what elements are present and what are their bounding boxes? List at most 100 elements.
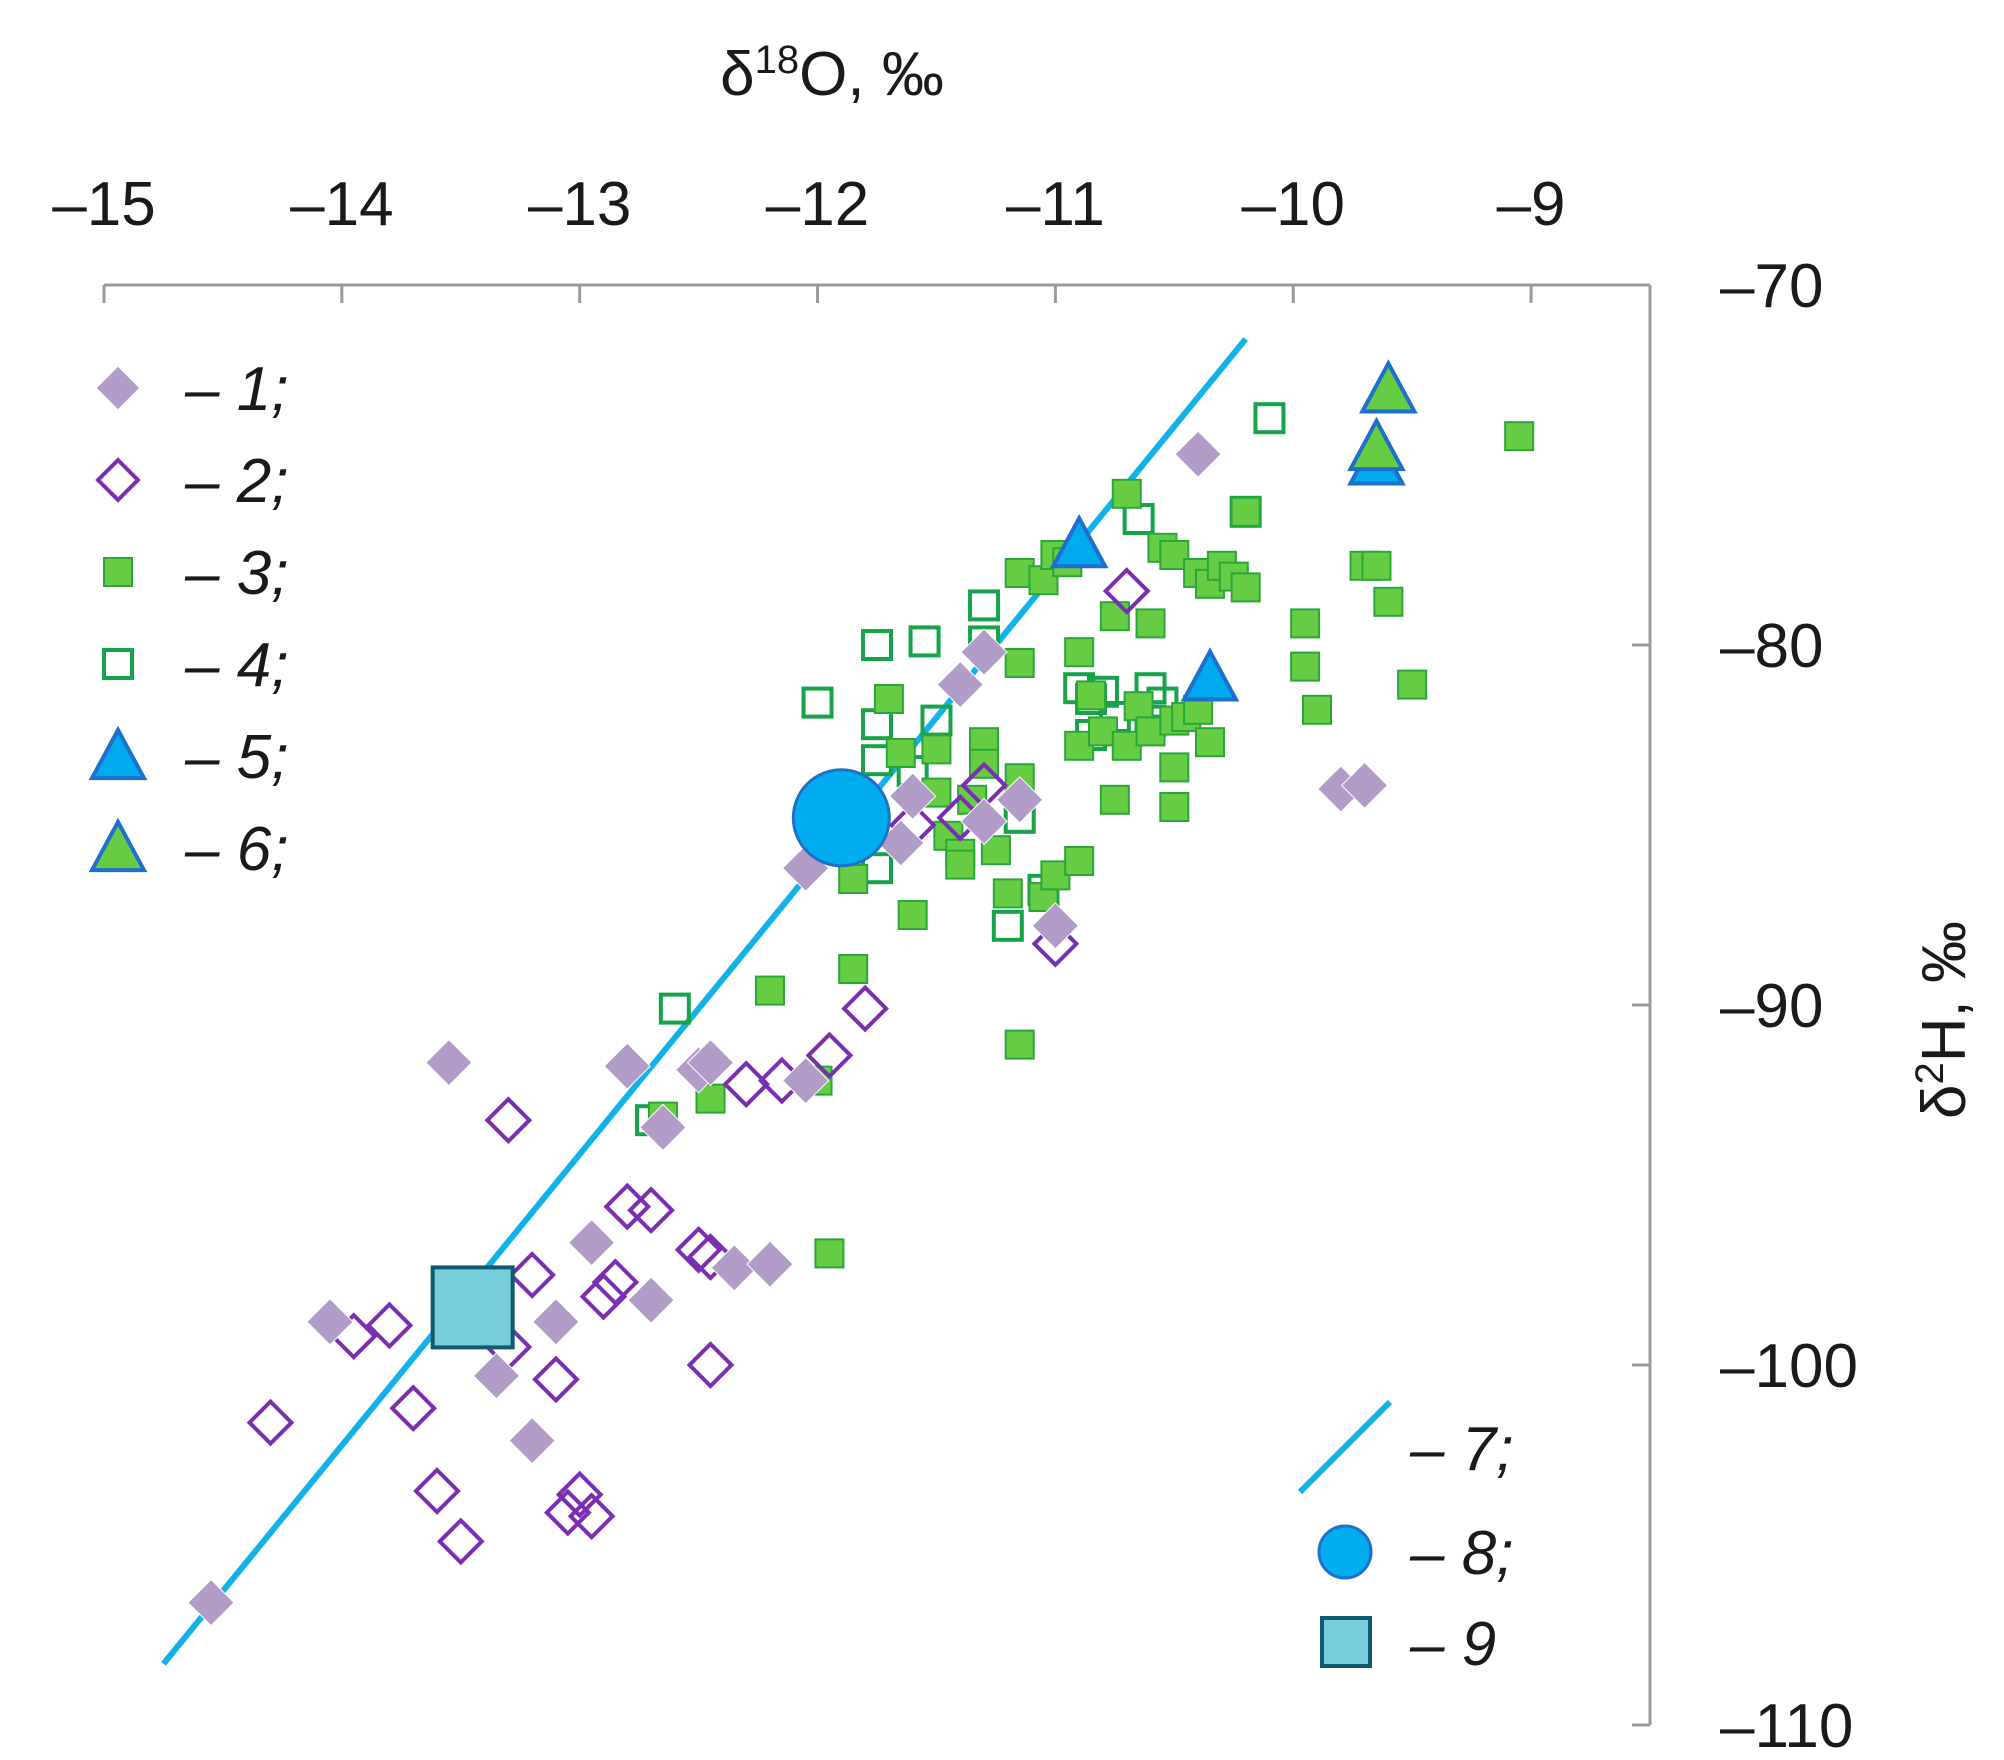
series-2-point: [365, 1301, 414, 1350]
series-4-point: [991, 909, 1024, 942]
series-3: [647, 421, 1535, 1269]
legend-marker-2: [95, 457, 141, 503]
y-tick-label: –70: [1720, 252, 1823, 321]
series-4-point: [908, 625, 941, 658]
x-tick-label: –15: [52, 170, 155, 239]
series-2-point: [567, 1492, 616, 1541]
legend-item-4: – 4;: [102, 631, 288, 700]
series-2-point: [686, 1341, 735, 1389]
series-2-point: [508, 1251, 556, 1299]
series-3-point: [873, 684, 904, 714]
x-tick-label: –11: [1006, 170, 1105, 239]
series-2-point: [413, 1467, 461, 1515]
series-1-point: [888, 772, 937, 820]
series-6-point: [1347, 416, 1406, 472]
series-3-point: [838, 864, 869, 894]
series-3-point: [1135, 608, 1166, 639]
series-4-point: [968, 589, 1001, 622]
series-2-point: [722, 1060, 771, 1109]
series-2-point: [579, 1272, 628, 1321]
series-3-point: [1123, 691, 1154, 722]
series-3-point: [1064, 846, 1095, 876]
series-5-point: [1180, 647, 1240, 702]
legend-item-6: – 6;: [88, 815, 288, 884]
series-3-point: [1004, 1029, 1035, 1060]
series-1-point: [686, 1038, 735, 1087]
series-3-point: [1302, 694, 1333, 725]
series-8-point: [791, 768, 891, 868]
series-2-point: [591, 1258, 640, 1307]
x-tick-label: –10: [1242, 170, 1345, 239]
series-3-point: [1230, 496, 1261, 527]
series-2-point: [555, 1470, 604, 1519]
series-3-point: [1004, 648, 1035, 678]
x-axis-title-sup: 18: [755, 38, 800, 82]
series-3-point: [1159, 752, 1190, 783]
series-1-point: [306, 1298, 354, 1346]
y-tick-label: –100: [1720, 1332, 1858, 1401]
legend-label-2: – 2;: [184, 447, 288, 516]
series-1-point: [639, 1103, 687, 1152]
series-1-point: [1174, 430, 1222, 478]
series-2-point: [686, 1233, 735, 1281]
series-3-point: [921, 734, 952, 765]
y-tick-label: –80: [1720, 612, 1823, 681]
y-axis-title-main: δ: [1910, 1084, 1979, 1119]
plot-area: [161, 337, 1535, 1666]
series-1-point: [187, 1578, 235, 1627]
series-4-point: [801, 686, 834, 719]
series-3-point: [1361, 550, 1392, 581]
y-tick-label: –110: [1720, 1692, 1853, 1760]
series-3-point: [1099, 784, 1130, 815]
legend-item-5: – 5;: [88, 723, 288, 792]
x-axis-title: δ18O, ‰: [720, 38, 944, 109]
x-ticks: –15 –14 –13 –12 –11 –10 –9: [52, 170, 1566, 303]
legend-item-2: – 2;: [95, 447, 288, 516]
series-1-point: [781, 1056, 830, 1105]
series-3-point: [1290, 651, 1321, 682]
series-1-point: [710, 1244, 758, 1292]
legend-label-6: – 6;: [184, 815, 288, 884]
series-1-point: [960, 797, 1008, 846]
series-1-point: [746, 1240, 794, 1288]
series-3-point: [1099, 601, 1130, 632]
legend-marker-6: [88, 817, 148, 873]
series-2-point: [805, 1031, 854, 1080]
legend-item-1: – 1;: [95, 355, 288, 424]
series-1-point: [936, 660, 984, 709]
series-3-point: [945, 849, 976, 880]
x-axis-title-tail: O, ‰: [799, 40, 944, 109]
series-2-point: [627, 1186, 675, 1235]
series-4-point: [861, 629, 893, 661]
series-2-point: [841, 984, 889, 1033]
series-1-point: [532, 1298, 580, 1346]
series-1-point: [960, 628, 1008, 676]
legend-label-8: – 8;: [1409, 1519, 1513, 1588]
legend: – 1; – 2; – 3; – 4; – 5; – 6; – 7; – 8; – 9: [88, 355, 1513, 1679]
series-4-point: [861, 708, 893, 741]
axes: –15 –14 –13 –12 –11 –10 –9 –70 –80 –90 –100 –110: [52, 170, 1858, 1760]
x-axis-title-main: δ: [720, 40, 755, 109]
series-1-point: [1031, 902, 1080, 950]
series-6-point: [1359, 359, 1418, 414]
legend-label-7: – 7;: [1409, 1415, 1513, 1484]
y-tick-label: –90: [1720, 972, 1823, 1041]
legend-marker-4: [102, 648, 134, 680]
legend-marker-1: [95, 365, 141, 411]
legend-marker-8: [1317, 1524, 1373, 1580]
series-1: [187, 430, 1389, 1627]
series-3-point: [885, 738, 916, 768]
series-2-point: [532, 1355, 580, 1404]
legend-item-9: – 9: [1320, 1610, 1496, 1679]
x-tick-label: –13: [528, 170, 631, 239]
series-3-point: [1194, 727, 1225, 758]
series-3-point: [1397, 669, 1428, 700]
legend-label-4: – 4;: [184, 631, 288, 700]
series-1-point: [508, 1416, 556, 1465]
series-3-point: [838, 954, 869, 984]
legend-label-1: – 1;: [184, 355, 288, 424]
series-2-point: [436, 1517, 485, 1566]
series-2-point: [246, 1398, 295, 1447]
series-4-point: [658, 992, 691, 1025]
